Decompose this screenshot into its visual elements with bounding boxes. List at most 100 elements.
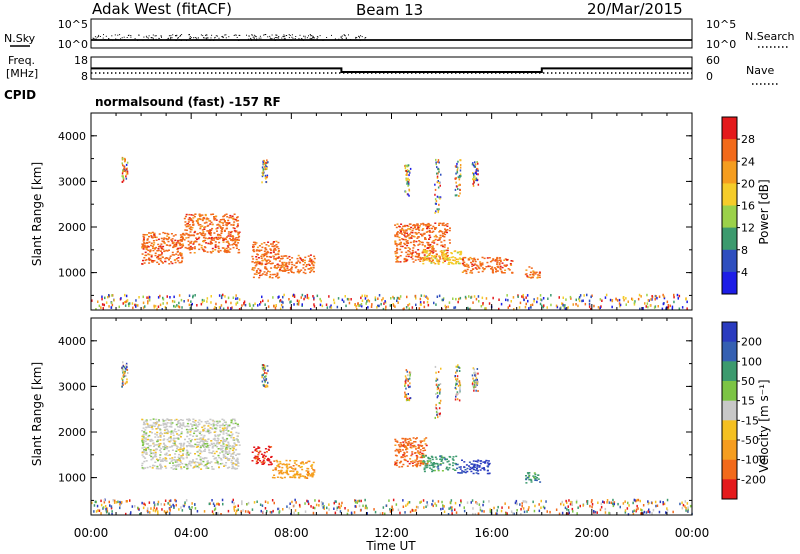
nsky-noise-point	[108, 38, 110, 40]
ground-scatter-cell	[397, 296, 400, 300]
range-time-cell	[207, 446, 210, 449]
range-time-cell	[201, 426, 204, 429]
ground-scatter-cell	[189, 307, 192, 310]
range-time-cell	[225, 456, 228, 459]
range-time-cell	[223, 424, 226, 427]
range-time-cell	[215, 238, 218, 240]
range-time-cell	[272, 243, 274, 245]
sparse-echo-cell	[436, 208, 438, 211]
range-time-cell	[256, 246, 259, 249]
y-tick-label: 4000	[58, 335, 86, 348]
sparse-echo-cell	[408, 188, 410, 191]
ground-scatter-cell	[293, 294, 296, 297]
range-time-cell	[184, 221, 187, 223]
range-time-cell	[215, 428, 218, 430]
range-time-cell	[207, 242, 210, 245]
sparse-echo-cell	[435, 371, 437, 374]
range-time-cell	[441, 244, 444, 246]
sparse-echo-cell	[472, 172, 474, 175]
range-time-cell	[461, 262, 464, 265]
range-time-cell	[511, 271, 514, 274]
ground-scatter-cell	[142, 306, 145, 309]
sparse-echo-cell	[123, 370, 125, 373]
range-time-cell	[158, 420, 161, 423]
range-time-cell	[255, 448, 258, 450]
range-time-cell	[176, 433, 179, 435]
ground-scatter-cell	[217, 502, 219, 505]
ground-scatter-cell	[542, 505, 545, 509]
ground-scatter-cell	[278, 507, 280, 511]
range-time-cell	[418, 252, 421, 255]
range-time-cell	[472, 260, 474, 262]
range-time-cell	[442, 245, 444, 248]
nsky-noise-point	[147, 37, 149, 39]
ground-scatter-cell	[220, 296, 223, 300]
range-time-cell	[403, 258, 406, 261]
range-time-cell	[193, 421, 196, 424]
range-time-cell	[219, 429, 222, 431]
sparse-echo-cell	[476, 384, 478, 386]
range-time-cell	[153, 422, 156, 425]
range-time-cell	[145, 434, 148, 436]
range-time-cell	[142, 450, 145, 452]
range-time-cell	[265, 268, 268, 271]
range-time-cell	[418, 453, 421, 455]
range-time-cell	[191, 219, 194, 221]
range-time-cell	[189, 231, 192, 233]
nsky-noise-point	[248, 39, 250, 41]
range-time-cell	[195, 424, 198, 427]
range-time-cell	[144, 429, 147, 431]
range-time-cell	[207, 231, 210, 234]
colorbar-segment	[722, 249, 737, 273]
range-time-cell	[172, 241, 175, 244]
range-time-cell	[189, 464, 192, 467]
sparse-echo-cell	[262, 364, 265, 367]
range-time-cell	[227, 443, 230, 445]
range-time-cell	[409, 458, 412, 460]
range-time-cell	[404, 238, 407, 241]
ground-scatter-cell	[591, 499, 593, 502]
ground-scatter-cell	[679, 502, 681, 506]
range-time-cell	[200, 434, 203, 436]
range-time-cell	[455, 261, 458, 264]
range-time-cell	[163, 250, 166, 252]
ground-scatter-cell	[426, 300, 429, 304]
nsky-noise-point	[251, 39, 252, 41]
range-time-cell	[312, 468, 315, 471]
range-time-cell	[454, 257, 457, 259]
ground-scatter-cell	[105, 301, 108, 304]
ground-scatter-cell	[541, 304, 543, 308]
range-time-cell	[157, 248, 160, 250]
range-time-cell	[428, 246, 431, 249]
range-time-cell	[197, 454, 200, 457]
range-time-cell	[455, 463, 457, 465]
sparse-echo-cell	[265, 378, 268, 381]
ground-scatter-cell	[632, 510, 634, 513]
range-time-cell	[231, 467, 234, 470]
nsky-noise-point	[364, 37, 366, 39]
nsky-noise-point	[194, 37, 196, 38]
range-time-cell	[267, 445, 270, 448]
range-time-cell	[180, 236, 182, 239]
range-time-cell	[458, 466, 461, 468]
range-time-cell	[178, 442, 181, 445]
range-time-cell	[168, 237, 171, 239]
range-time-cell	[203, 443, 206, 445]
ground-scatter-cell	[148, 501, 151, 504]
sparse-echo-cell	[262, 368, 264, 371]
range-time-cell	[499, 257, 502, 259]
range-time-cell	[148, 434, 151, 437]
range-time-cell	[288, 263, 291, 265]
range-time-cell	[235, 459, 238, 461]
range-time-cell	[273, 460, 276, 462]
range-time-cell	[429, 236, 432, 238]
nsky-noise-point	[255, 35, 256, 37]
range-time-cell	[417, 231, 420, 234]
range-time-cell	[417, 462, 420, 465]
ground-scatter-cell	[238, 308, 241, 311]
range-time-cell	[504, 265, 507, 267]
range-time-cell	[228, 445, 231, 447]
ground-scatter-cell	[154, 304, 157, 308]
sparse-echo-cell	[434, 188, 437, 191]
range-time-cell	[402, 238, 405, 241]
